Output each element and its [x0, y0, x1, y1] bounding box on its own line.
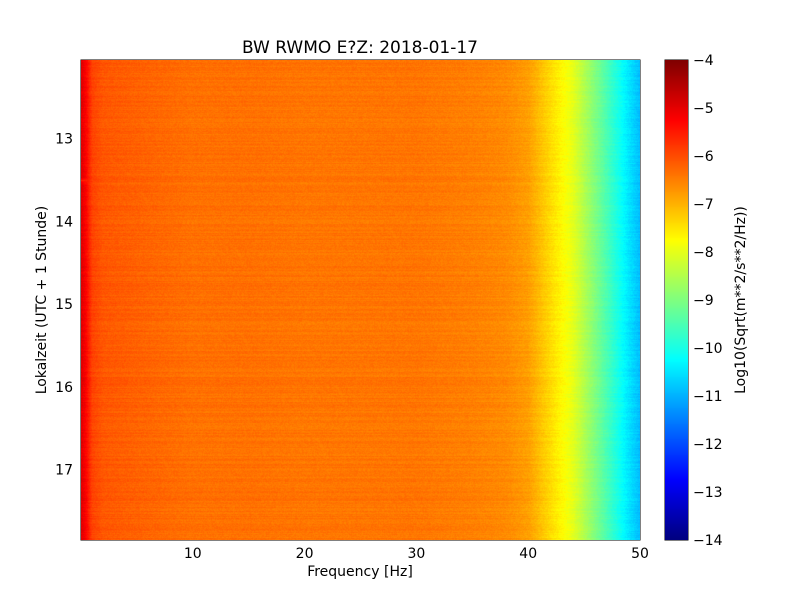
y-tick-label-17: 17 [55, 463, 73, 479]
y-tick-label-16: 16 [55, 380, 73, 396]
x-tick-label-30: 30 [407, 546, 425, 562]
colorbar-tick-label--11: −11 [693, 389, 723, 405]
y-tick-label-14: 14 [55, 214, 73, 230]
colorbar-tick-label--7: −7 [693, 197, 714, 213]
x-tick-label-50: 50 [631, 546, 649, 562]
x-axis-label: Frequency [Hz] [307, 564, 413, 580]
x-tick-label-40: 40 [519, 546, 537, 562]
colorbar-tick-label--4: −4 [693, 53, 714, 69]
colorbar-tick-label--10: −10 [693, 341, 723, 357]
colorbar-tick-label--14: −14 [693, 533, 723, 549]
x-tick-label-10: 10 [184, 546, 202, 562]
colorbar-gradient [665, 60, 688, 540]
y-tick-label-15: 15 [55, 297, 73, 313]
colorbar-label: Log10(Sqrt(m**2/s**2/Hz)) [733, 206, 749, 394]
x-tick-label-20: 20 [296, 546, 314, 562]
colorbar-tick-label--5: −5 [693, 101, 714, 117]
colorbar-ticks: −4 −5 −6 −7 −8 −9 −10 −11 −12 −13 −14 [665, 53, 723, 549]
colorbar-tick-label--6: −6 [693, 149, 714, 165]
chart-title: BW RWMO E?Z: 2018-01-17 [242, 38, 478, 58]
y-axis-label: Lokalzeit (UTC + 1 Stunde) [34, 206, 50, 395]
spectrogram-heatmap [81, 60, 640, 540]
y-tick-label-13: 13 [55, 132, 73, 148]
colorbar-tick-label--8: −8 [693, 245, 714, 261]
colorbar-tick-label--13: −13 [693, 485, 723, 501]
colorbar-tick-label--9: −9 [693, 293, 714, 309]
colorbar-tick-label--12: −12 [693, 437, 723, 453]
